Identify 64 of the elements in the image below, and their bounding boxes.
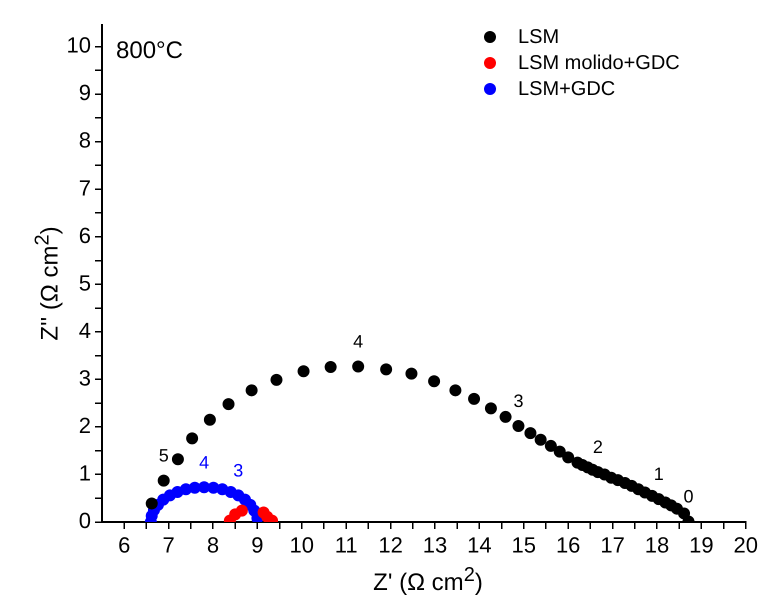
point bbox=[172, 453, 184, 466]
point bbox=[484, 402, 497, 414]
annotation: 4 bbox=[199, 452, 210, 472]
point bbox=[158, 474, 170, 487]
x-tick-label: 6 bbox=[118, 532, 130, 558]
y-tick-label: 3 bbox=[78, 365, 91, 390]
x-tick-label: 16 bbox=[556, 532, 580, 558]
point bbox=[449, 384, 462, 396]
y-tick-label: 7 bbox=[78, 175, 91, 200]
legend-label: LSM molido+GDC bbox=[518, 51, 680, 76]
x-tick-label: 9 bbox=[251, 532, 264, 558]
annotation: 4 bbox=[353, 332, 364, 352]
point bbox=[562, 451, 574, 464]
x-tick-label: 18 bbox=[644, 532, 670, 558]
point bbox=[222, 398, 235, 410]
x-tick-label: 15 bbox=[512, 532, 536, 558]
y-tick-label: 10 bbox=[66, 32, 91, 58]
point bbox=[380, 363, 392, 376]
point bbox=[534, 434, 547, 446]
point bbox=[246, 384, 258, 396]
y-tick-label: 8 bbox=[78, 128, 91, 153]
x-tick-label: 17 bbox=[600, 532, 625, 558]
point bbox=[236, 504, 248, 517]
annotation: 0 bbox=[683, 486, 694, 506]
x-axis-title: Z' (Ω cm$^{2}$) bbox=[372, 564, 484, 597]
x-tick-label: 20 bbox=[734, 532, 758, 558]
annotation: 3 bbox=[233, 460, 244, 480]
y-tick-label: 9 bbox=[78, 80, 91, 106]
point bbox=[352, 360, 364, 373]
point bbox=[146, 497, 158, 510]
x-tick-label: 10 bbox=[290, 532, 314, 558]
x-tick-label: 13 bbox=[422, 532, 448, 558]
y-tick-label: 0 bbox=[78, 508, 91, 534]
annotation: 1 bbox=[654, 464, 664, 484]
x-tick-label: 8 bbox=[206, 532, 220, 558]
x-tick-label: 7 bbox=[162, 532, 175, 558]
point bbox=[298, 365, 310, 378]
point bbox=[544, 440, 557, 452]
x-tick-label: 14 bbox=[467, 532, 492, 558]
point bbox=[405, 368, 418, 380]
y-tick-label: 6 bbox=[78, 222, 91, 248]
annotation: 5 bbox=[158, 446, 169, 466]
x-tick-label: 11 bbox=[334, 532, 358, 558]
point bbox=[554, 446, 566, 458]
y-tick-label: 5 bbox=[78, 270, 91, 296]
annotation: 800°C bbox=[116, 36, 183, 64]
y-tick-label: 4 bbox=[78, 318, 91, 343]
y-tick-label: 1 bbox=[78, 460, 91, 486]
x-tick-label: 19 bbox=[689, 532, 714, 558]
point bbox=[324, 361, 337, 374]
legend-label: LSM+GDC bbox=[518, 77, 616, 102]
point bbox=[428, 375, 440, 388]
annotation: 3 bbox=[513, 390, 524, 411]
y-tick-label: 2 bbox=[78, 412, 91, 438]
point bbox=[204, 414, 216, 426]
legend-label: LSM bbox=[518, 25, 560, 50]
annotation: 2 bbox=[592, 437, 603, 458]
point bbox=[500, 410, 512, 423]
point bbox=[512, 420, 524, 432]
point bbox=[270, 374, 282, 386]
x-tick-label: 12 bbox=[378, 532, 403, 558]
point bbox=[186, 432, 198, 444]
point bbox=[468, 392, 480, 405]
point bbox=[524, 427, 536, 440]
